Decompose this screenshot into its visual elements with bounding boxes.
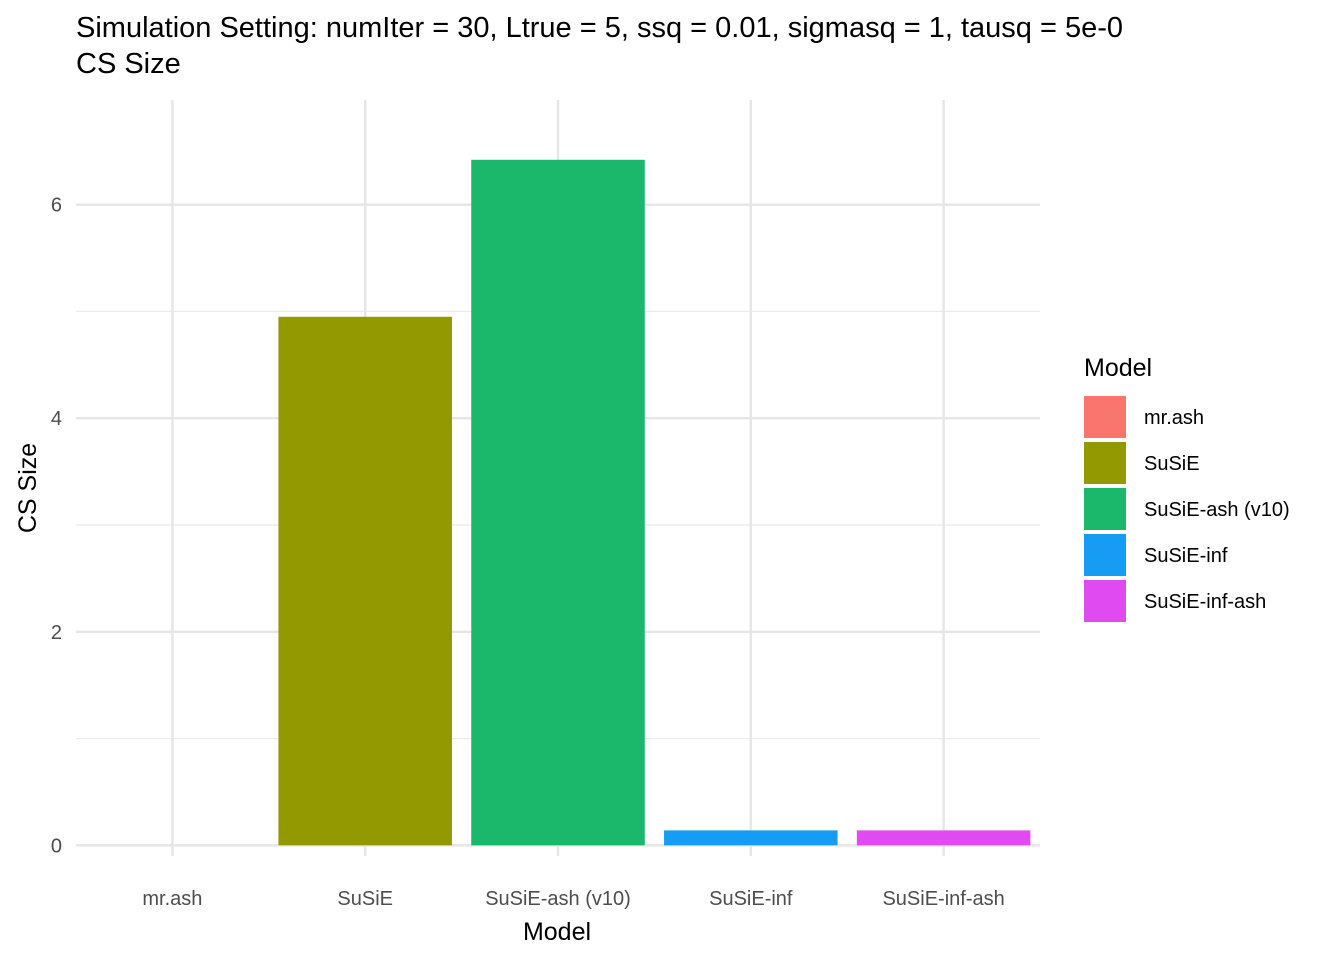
legend-label: SuSiE-ash (v10) <box>1144 499 1290 521</box>
legend-label: SuSiE-inf-ash <box>1144 591 1266 613</box>
x-tick-labels: mr.ash SuSiE SuSiE-ash (v10) SuSiE-inf SuSiE… <box>142 888 1004 910</box>
y-tick-label: 4 <box>51 408 62 430</box>
y-tick-label: 2 <box>51 622 62 644</box>
legend-key <box>1084 534 1126 576</box>
legend-key <box>1084 442 1126 484</box>
y-tick-label: 0 <box>51 835 62 857</box>
legend: Model mr.ash SuSiE SuSiE-ash (v10) SuSiE-in… <box>1084 354 1290 622</box>
x-axis-title: Model <box>523 918 591 946</box>
x-tick-label: mr.ash <box>142 888 202 910</box>
legend-label: mr.ash <box>1144 407 1204 429</box>
x-tick-label: SuSiE-inf-ash <box>882 888 1004 910</box>
bar-susie-inf-ash <box>856 830 1031 846</box>
chart-title: Simulation Setting: numIter = 30, Ltrue … <box>76 12 1124 44</box>
y-axis-title: CS Size <box>14 443 42 533</box>
legend-key <box>1084 488 1126 530</box>
bars <box>278 159 1031 846</box>
legend-key <box>1084 580 1126 622</box>
y-tick-labels: 0 2 4 6 <box>51 195 62 858</box>
legend-label: SuSiE-inf <box>1144 545 1228 567</box>
legend-key <box>1084 396 1126 438</box>
chart-title-block: Simulation Setting: numIter = 30, Ltrue … <box>76 10 1344 82</box>
bar-susie <box>278 316 452 846</box>
x-tick-label: SuSiE-inf <box>709 888 793 910</box>
legend-title: Model <box>1084 354 1152 382</box>
bar-susie-ash-v10 <box>471 159 645 846</box>
y-tick-label: 6 <box>51 195 62 217</box>
chart-subtitle: CS Size <box>76 48 181 80</box>
x-tick-label: SuSiE-ash (v10) <box>485 888 631 910</box>
bar-susie-inf <box>664 830 838 846</box>
x-tick-label: SuSiE <box>337 888 393 910</box>
legend-label: SuSiE <box>1144 453 1200 475</box>
